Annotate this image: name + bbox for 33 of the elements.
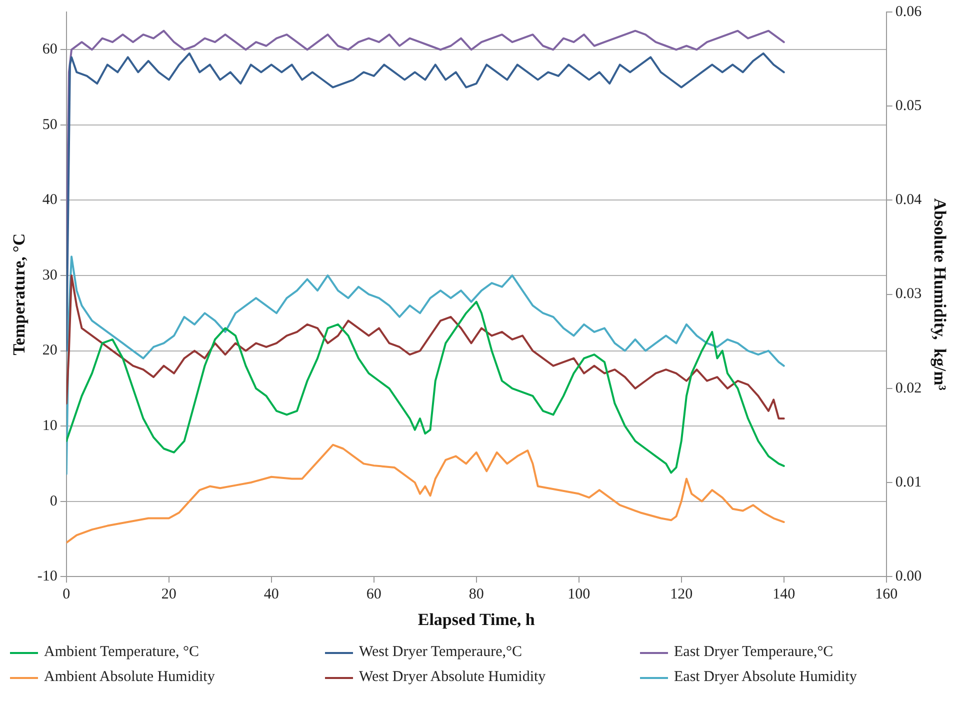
y-tick-label: 0 [50, 493, 58, 510]
legend-label: Ambient Temperature, °C [44, 644, 200, 661]
x-tick-label: 100 [568, 586, 590, 603]
y2-axis-title: Absolute Humidity, kg/m³ [930, 198, 950, 390]
x-tick-label: 140 [772, 586, 796, 603]
x-tick-label: 60 [366, 586, 382, 603]
x-tick-label: 0 [62, 586, 70, 603]
x-tick-label: 40 [264, 586, 279, 603]
y2-tick-label: 0.04 [895, 192, 922, 208]
x-tick-label: 160 [875, 586, 898, 603]
y2-tick-label: 0.05 [895, 98, 922, 114]
x-axis-title: Elapsed Time, h [418, 610, 536, 630]
legend-label: East Dryer Absolute Humidity [674, 669, 857, 686]
legend-label: West Dryer Absolute Humidity [359, 669, 546, 686]
legend-label: West Dryer Temperaure,°C [359, 644, 522, 661]
y2-tick-label: 0.03 [895, 286, 922, 302]
y2-tick-label: 0.00 [895, 568, 922, 585]
legend-label: East Dryer Temperaure,°C [674, 644, 834, 661]
y-tick-label: 40 [42, 192, 58, 208]
y-tick-label: 50 [42, 116, 58, 133]
y2-tick-label: 0.02 [895, 380, 922, 396]
x-tick-label: 80 [468, 586, 484, 603]
y-tick-label: 20 [42, 342, 58, 359]
y-tick-label: 30 [42, 267, 58, 284]
legend-label: Ambient Absolute Humidity [44, 669, 215, 686]
y-tick-label: 10 [42, 418, 58, 434]
y-tick-label: -10 [37, 568, 58, 585]
y-tick-label: 60 [42, 42, 58, 58]
x-tick-label: 120 [670, 586, 693, 603]
y-axis-title: Temperature, °C [10, 233, 29, 356]
y2-tick-label: 0.06 [895, 4, 922, 20]
x-tick-label: 20 [161, 586, 176, 603]
y2-tick-label: 0.01 [895, 474, 922, 490]
